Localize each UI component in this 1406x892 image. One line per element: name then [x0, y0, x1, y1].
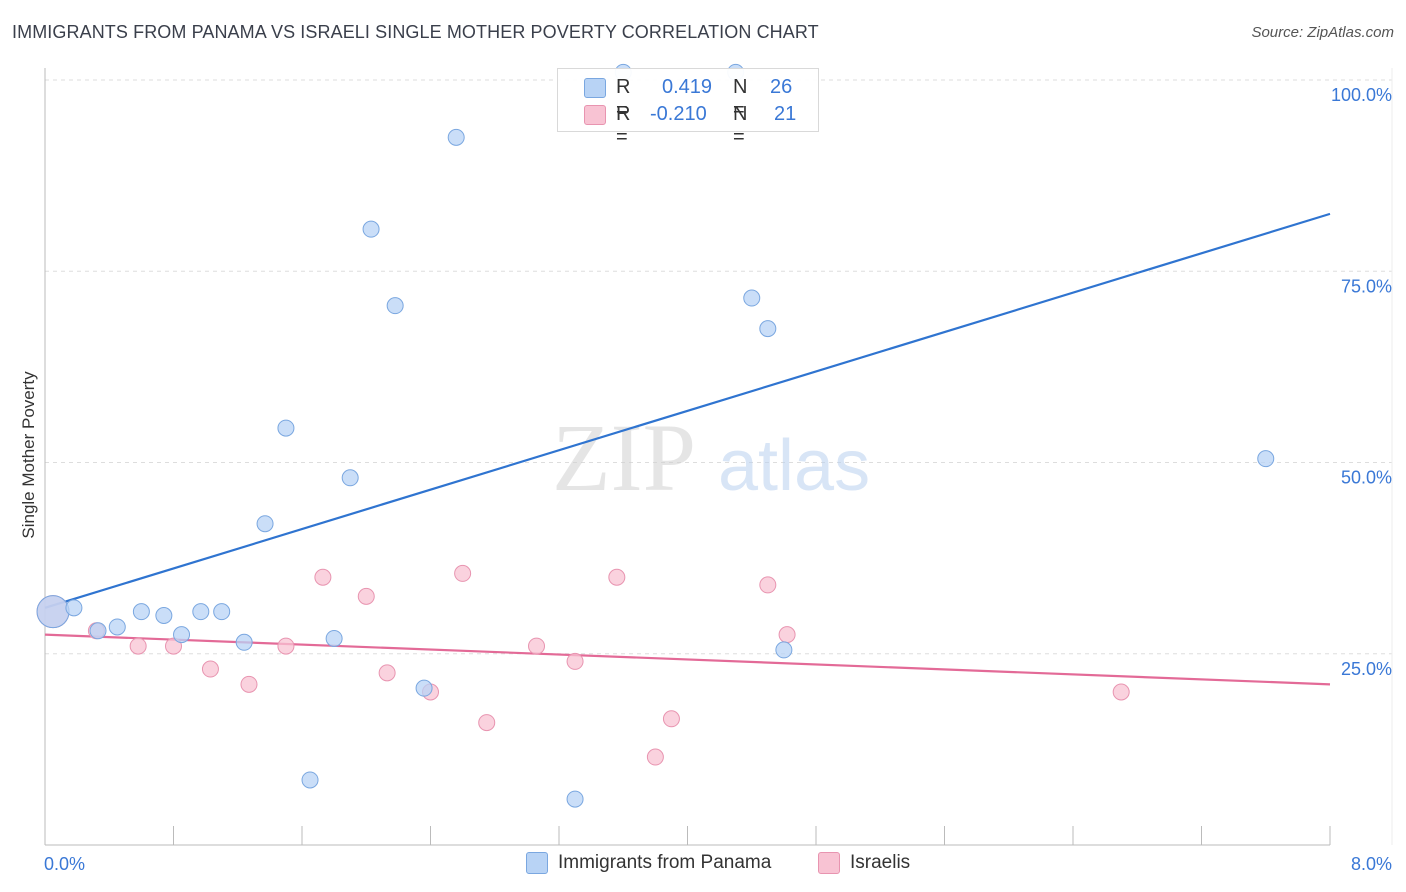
israelis-trend-line — [44, 633, 1331, 686]
legend-swatch-israelis — [818, 852, 840, 874]
panama-point — [89, 622, 107, 640]
panama-point — [362, 220, 380, 238]
panama-point — [447, 128, 465, 146]
israelis-point — [662, 710, 680, 728]
x-tick-label-min: 0.0% — [44, 854, 85, 874]
y-tick-label: 50.0% — [1341, 468, 1392, 488]
israelis-point — [1112, 683, 1130, 701]
panama-point — [173, 626, 191, 644]
israelis-point — [129, 637, 147, 655]
bottom-legend: Immigrants from Panama Israelis — [526, 852, 946, 876]
legend-n-value: 26 — [770, 76, 793, 98]
israelis-point — [759, 576, 777, 594]
legend-swatch-blue — [584, 78, 606, 98]
panama-point — [415, 679, 433, 697]
israelis-point — [454, 564, 472, 582]
panama-point — [743, 289, 761, 307]
panama-point — [566, 790, 584, 808]
panama-trend-line — [44, 212, 1331, 609]
source-label: Source: ZipAtlas.com — [1251, 24, 1394, 41]
legend-r-label: R = — [616, 103, 631, 148]
legend-r-label: R = — [616, 76, 631, 121]
panama-point — [108, 618, 126, 636]
panama-point — [213, 603, 231, 621]
y-axis-label: Single Mother Poverty — [19, 371, 38, 539]
israelis-point — [566, 652, 584, 670]
grid-lines — [45, 79, 1392, 655]
y-tick-label: 75.0% — [1341, 276, 1392, 296]
y-tick-label: 100.0% — [1331, 85, 1392, 105]
panama-point — [277, 419, 295, 437]
panama-point — [235, 633, 253, 651]
panama-point — [386, 297, 404, 315]
panama-point — [301, 771, 319, 789]
panama-point — [155, 607, 173, 624]
legend-n-label: N = — [733, 103, 748, 148]
panama-point — [256, 515, 274, 533]
israelis-point — [608, 568, 626, 586]
chart-title: IMMIGRANTS FROM PANAMA VS ISRAELI SINGLE… — [12, 22, 819, 42]
panama-point — [759, 320, 777, 338]
panama-point — [36, 595, 70, 629]
israelis-point — [478, 714, 496, 732]
panama-point — [775, 641, 793, 659]
correlation-legend: R = 0.419 N = 26 R = -0.210 N = 21 — [557, 68, 819, 148]
y-tick-label: 25.0% — [1341, 659, 1392, 679]
israelis-point — [378, 664, 396, 682]
data-points — [36, 63, 1275, 808]
legend-label-panama: Immigrants from Panama — [558, 852, 772, 873]
legend-n-label: N = — [733, 76, 748, 121]
x-tick-label-max: 8.0% — [1351, 854, 1392, 874]
israelis-point — [277, 637, 295, 655]
tick-labels: 25.0% 50.0% 75.0% 100.0% 0.0% 8.0% — [44, 85, 1392, 874]
legend-swatch-panama — [526, 852, 548, 874]
watermark: ZIP atlas — [552, 404, 870, 511]
trend-lines — [44, 212, 1331, 686]
panama-point — [65, 599, 83, 617]
legend-r-value: 0.419 — [662, 76, 713, 98]
panama-point — [325, 629, 343, 647]
israelis-point — [201, 660, 219, 678]
panama-point — [192, 603, 210, 621]
panama-point — [1257, 450, 1275, 468]
israelis-point — [646, 748, 664, 766]
israelis-point — [357, 587, 375, 605]
panama-point — [341, 469, 359, 487]
legend-n-value: 21 — [774, 103, 797, 125]
israelis-point — [240, 675, 258, 693]
israelis-point — [528, 637, 546, 655]
legend-swatch-pink — [584, 105, 606, 125]
legend-r-value: -0.210 — [650, 103, 707, 125]
watermark-atlas: atlas — [718, 426, 870, 506]
axes — [44, 68, 1393, 846]
legend-label-israelis: Israelis — [850, 852, 911, 873]
israelis-point — [314, 568, 332, 586]
watermark-zip: ZIP — [552, 404, 696, 511]
panama-point — [132, 603, 150, 621]
israelis-point — [778, 626, 796, 644]
